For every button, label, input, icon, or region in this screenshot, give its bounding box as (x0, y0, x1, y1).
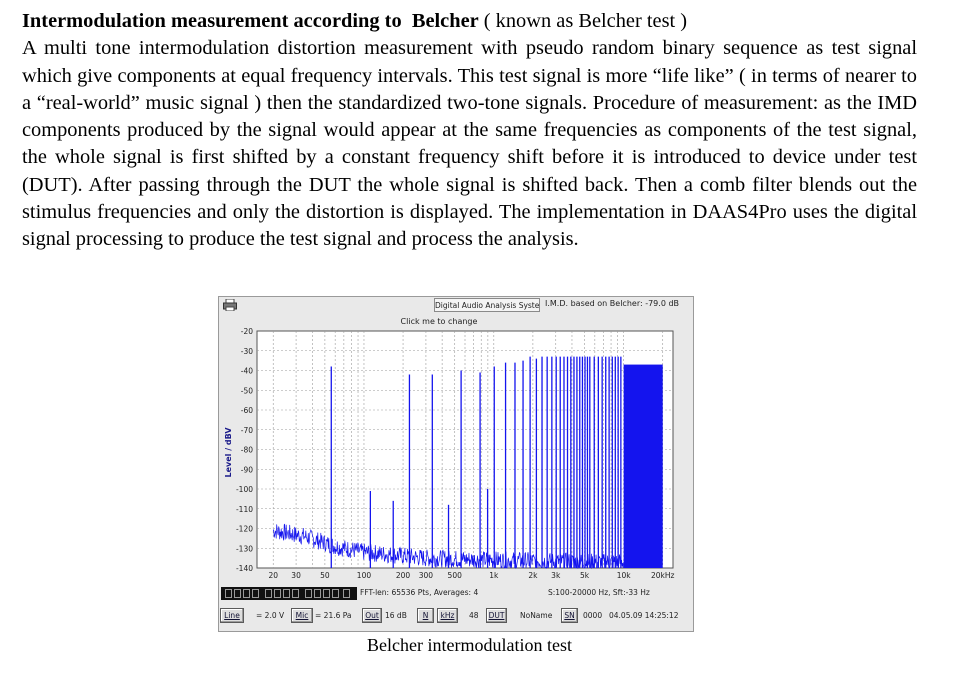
toolbar: Digital Audio Analysis System I.M.D. bas… (219, 297, 693, 314)
y-tick-label: -20 (241, 327, 253, 336)
mic-button[interactable]: Mic (291, 608, 313, 623)
controls-row: Line = 2.0 V Mic = 21.6 Pa Out 16 dB N k… (219, 607, 693, 625)
y-tick-label: -50 (241, 386, 253, 395)
status-row: FFT-len: 65536 Pts, Averages: 4 S:100-20… (219, 586, 693, 601)
fft-info: FFT-len: 65536 Pts, Averages: 4 (360, 588, 479, 597)
x-tick-label: 2k (528, 571, 538, 580)
y-tick-label: -110 (236, 505, 253, 514)
out-value: 16 dB (385, 611, 407, 620)
x-tick-label: 20 (268, 571, 278, 580)
x-tick-label: 300 (419, 571, 434, 580)
x-tick-label: 500 (448, 571, 463, 580)
datetime: 04.05.09 14:25:12 (609, 611, 679, 620)
x-tick-label: 30 (291, 571, 301, 580)
y-tick-label: -90 (241, 465, 253, 474)
heading-bold-name: Belcher (411, 10, 479, 32)
y-tick-label: -100 (236, 485, 253, 494)
noise-button[interactable]: N (417, 608, 434, 623)
dut-button[interactable]: DUT (486, 608, 507, 623)
y-tick-label: -120 (236, 525, 253, 534)
heading: Intermodulation measurement according to… (22, 8, 917, 35)
heading-rest: ( known as Belcher test ) (483, 10, 688, 32)
y-tick-label: -40 (241, 367, 253, 376)
level-meter-display (221, 587, 357, 600)
x-tick-label: 1k (489, 571, 499, 580)
x-tick-label: 3k (551, 571, 561, 580)
y-tick-label: -60 (241, 406, 253, 415)
daas-screenshot: Digital Audio Analysis System I.M.D. bas… (218, 296, 694, 632)
heading-bold-part: Intermodulation measurement according to (22, 10, 402, 32)
out-button[interactable]: Out (362, 608, 382, 623)
click-to-change-button[interactable]: Click me to change (400, 317, 478, 326)
samplerate-value: 48 (469, 611, 479, 620)
serial-button[interactable]: SN (561, 608, 578, 623)
document-text: Intermodulation measurement according to… (22, 8, 917, 254)
x-tick-label: 5k (580, 571, 590, 580)
range-info: S:100-20000 Hz, Sft:-33 Hz (548, 588, 650, 597)
mic-value: = 21.6 Pa (315, 611, 352, 620)
x-tick-label: 10k (617, 571, 632, 580)
x-tick-label: 20kHz (651, 571, 675, 580)
x-tick-label: 100 (357, 571, 372, 580)
figure-caption: Belcher intermodulation test (367, 635, 572, 655)
y-tick-label: -30 (241, 347, 253, 356)
imd-readout: I.M.D. based on Belcher: -79.0 dB (545, 299, 680, 308)
serial-value: 0000 (583, 611, 603, 620)
y-tick-label: -80 (241, 446, 253, 455)
y-axis-label: Level / dBV (224, 427, 233, 478)
x-tick-label: 200 (396, 571, 411, 580)
y-tick-label: -140 (236, 564, 253, 573)
spectrum-plot: -20 -30 -40 -50 -60 -70 -80 -90 -100 -110 -120 -130… (224, 327, 675, 580)
device-name: NoName (520, 611, 553, 620)
printer-icon[interactable] (223, 299, 237, 311)
x-tick-label: 50 (320, 571, 330, 580)
line-button[interactable]: Line (220, 608, 244, 623)
y-tick-label: -70 (241, 426, 253, 435)
khz-button[interactable]: kHz (437, 608, 458, 623)
y-tick-label: -130 (236, 544, 253, 553)
line-value: = 2.0 V (256, 611, 285, 620)
dense-tone-band (623, 364, 663, 568)
body-paragraph: A multi tone intermodulation distortion … (22, 37, 917, 251)
system-button[interactable]: Digital Audio Analysis System (434, 298, 540, 312)
